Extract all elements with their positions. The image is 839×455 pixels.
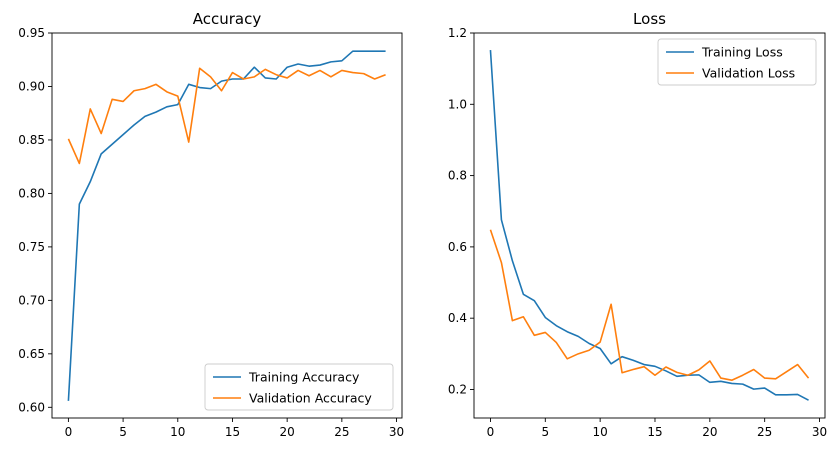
loss-legend: Training Loss Validation Loss xyxy=(657,38,817,86)
accuracy-y-tick-label: 0.60 xyxy=(18,400,45,414)
loss-legend-label-0: Training Loss xyxy=(701,45,783,60)
loss-legend-label-1: Validation Loss xyxy=(702,66,795,81)
loss-x-tick-label: 25 xyxy=(757,425,772,439)
accuracy-x-tick-label: 20 xyxy=(280,425,295,439)
loss-y-tick-label: 0.4 xyxy=(448,311,467,325)
accuracy-legend-label-1: Validation Accuracy xyxy=(249,391,372,406)
loss-y-tick-label: 0.8 xyxy=(448,169,467,183)
loss-legend-box xyxy=(657,38,817,86)
accuracy-y-tick-label: 0.80 xyxy=(18,186,45,200)
accuracy-legend-box xyxy=(204,363,394,411)
loss-x-tick-label: 10 xyxy=(593,425,608,439)
loss-series-line-1 xyxy=(489,229,810,382)
accuracy-x-tick-label: 10 xyxy=(170,425,185,439)
loss-x-tick-label: 30 xyxy=(812,425,827,439)
accuracy-x-tick-label: 30 xyxy=(389,425,404,439)
accuracy-y-tick-label: 0.75 xyxy=(18,240,45,254)
accuracy-x-tick-label: 5 xyxy=(119,425,127,439)
accuracy-axes-frame xyxy=(51,32,403,419)
loss-y-tick-label: 0.2 xyxy=(448,382,467,396)
loss-y-tick-label: 0.6 xyxy=(448,240,467,254)
accuracy-y-tick-label: 0.95 xyxy=(18,26,45,40)
loss-chart-title: Loss xyxy=(633,10,666,28)
accuracy-legend-label-0: Training Accuracy xyxy=(248,370,360,385)
accuracy-series-line-0 xyxy=(67,50,386,401)
loss-axes-frame xyxy=(473,32,826,419)
loss-y-tick-label: 1.0 xyxy=(448,97,467,111)
accuracy-chart-title: Accuracy xyxy=(193,10,262,28)
loss-x-tick-label: 15 xyxy=(647,425,662,439)
accuracy-series-line-1 xyxy=(67,67,386,165)
accuracy-legend: Training Accuracy Validation Accuracy xyxy=(204,363,394,411)
accuracy-x-tick-label: 0 xyxy=(65,425,73,439)
accuracy-y-tick-label: 0.90 xyxy=(18,79,45,93)
accuracy-x-tick-label: 25 xyxy=(334,425,349,439)
accuracy-y-tick-label: 0.70 xyxy=(18,293,45,307)
accuracy-chart: Accuracy 0 5 10 15 20 25 30 0.60 0.65 0.70 0.75 0.8… xyxy=(18,10,404,439)
accuracy-y-tick-label: 0.65 xyxy=(18,347,45,361)
loss-x-tick-label: 0 xyxy=(487,425,495,439)
accuracy-x-tick-label: 15 xyxy=(225,425,240,439)
loss-x-tick-label: 20 xyxy=(702,425,717,439)
loss-series-line-0 xyxy=(489,50,809,401)
loss-y-tick-label: 1.2 xyxy=(448,26,467,40)
loss-chart: Loss 0 5 10 15 20 25 30 0.2 0.4 0.6 0.8 1.0 1.2 Train… xyxy=(448,10,827,439)
accuracy-y-tick-label: 0.85 xyxy=(18,133,45,147)
loss-x-tick-label: 5 xyxy=(541,425,549,439)
